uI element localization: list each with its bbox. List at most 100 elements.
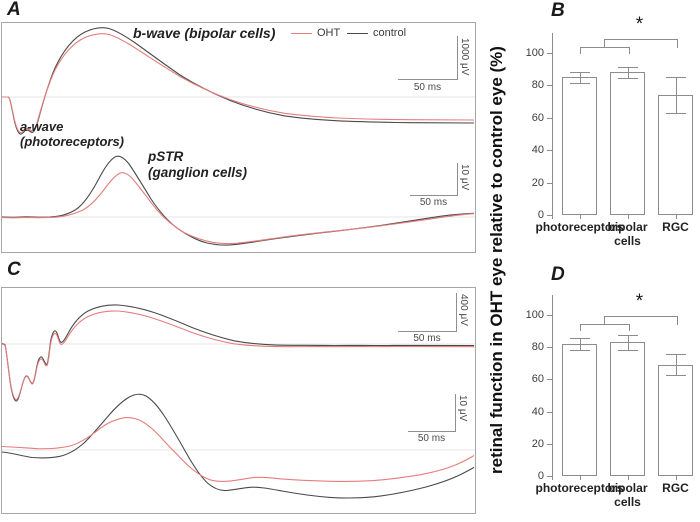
y-axis-tick [547, 182, 552, 184]
bar-RGC [658, 364, 693, 476]
y-axis-tick [547, 476, 552, 477]
error-bar-cap-bottom [569, 82, 590, 84]
error-bar-line [579, 337, 581, 351]
category-label: bipolar cells [607, 220, 648, 248]
y-tick-label: 100 [525, 47, 544, 59]
y-tick-label: 20 [531, 176, 544, 189]
y-tick-label: 0 [537, 470, 544, 482]
y-axis-tick [547, 53, 552, 54]
scalebar-c-top-hlabel: 50 ms [413, 333, 441, 344]
legend-control-label: control [373, 27, 407, 39]
panel-b-letter: B [551, 0, 565, 21]
erg-trace-control [2, 27, 475, 135]
b-wave-label: b-wave (bipolar cells) [133, 25, 276, 41]
x-axis-tick [579, 476, 581, 480]
pstr-label: pSTR (ganglion cells) [148, 149, 247, 180]
category-label: photoreceptors [535, 220, 624, 234]
scalebar-c-bottom-vlabel: 10 μV [457, 395, 468, 422]
y-tick-label: 0 [537, 209, 544, 221]
shared-y-axis-label: retinal function in OHT eye relative to … [487, 46, 506, 474]
panel-a-letter: A [7, 0, 21, 20]
panel-c-letter: C [7, 259, 21, 280]
error-bar-cap-bottom [569, 350, 590, 352]
error-bar-cap-top [569, 71, 590, 73]
y-axis-tick [547, 379, 552, 381]
y-axis-line [552, 295, 553, 480]
error-bar-cap-top [665, 354, 686, 356]
panel-c-waveforms [1, 287, 476, 514]
error-bar-line [579, 71, 581, 83]
scalebar-a-top [398, 36, 458, 80]
scalebar-c-top-vlabel: 400 μV [458, 294, 469, 326]
error-bar-cap-bottom [665, 112, 686, 114]
error-bar-cap-bottom [617, 78, 638, 80]
error-bar-cap-bottom [665, 375, 686, 377]
y-tick-label: 40 [531, 405, 544, 418]
pstr-trace-oht [1, 172, 475, 245]
bar-bipolar-cells [610, 72, 645, 215]
erg-trace-oht [2, 33, 475, 134]
pstr-trace-control [1, 393, 475, 499]
error-bar-line [675, 354, 677, 376]
y-tick-label: 100 [525, 309, 544, 321]
y-tick-label: 40 [531, 144, 544, 157]
y-axis-tick [547, 411, 552, 413]
scalebar-a-top-hlabel: 50 ms [413, 82, 442, 93]
scalebar-a-bottom-vlabel: 10 μV [459, 164, 470, 191]
significance-asterisk: * [635, 14, 644, 35]
a-wave-label: a-wave (photoreceptors) [20, 119, 124, 150]
panel-c-traces-svg [1, 304, 475, 499]
y-tick-label: 20 [531, 437, 544, 450]
error-bar-line [675, 77, 677, 113]
error-bar-cap-top [665, 77, 686, 79]
scalebar-c-top [398, 293, 457, 332]
bar-photoreceptors [562, 77, 597, 215]
y-tick-label: 80 [531, 341, 544, 354]
error-bar-cap-bottom [617, 349, 638, 351]
erg-op-trace-oht [1, 310, 475, 401]
a-wave-label-line2: (photoreceptors) [20, 133, 124, 149]
x-axis-tick [675, 215, 677, 219]
panel-a-traces-svg [1, 27, 475, 246]
pstr-label-line2: (ganglion cells) [148, 164, 248, 180]
y-axis-tick [547, 315, 552, 316]
scalebar-a-bottom-hlabel: 50 ms [419, 197, 448, 208]
panel-a-waveforms [1, 22, 476, 253]
x-axis-tick [627, 476, 629, 480]
error-bar-line [627, 335, 629, 350]
y-tick-label: 60 [531, 111, 544, 124]
category-label: RGC [662, 220, 689, 234]
y-axis-tick [547, 150, 552, 152]
sig-bracket-inner [579, 47, 630, 54]
scalebar-c-bottom-hlabel: 50 ms [417, 433, 446, 444]
legend-oht-line [291, 33, 312, 34]
category-label: bipolar cells [607, 481, 648, 509]
y-axis-tick [547, 85, 552, 87]
error-bar-line [627, 66, 629, 79]
significance-asterisk: * [635, 291, 644, 312]
x-axis-tick [627, 215, 629, 219]
sig-bracket-outer [603, 316, 678, 325]
scalebar-a-top-vlabel: 1000 μV [459, 38, 470, 76]
y-axis-tick [547, 443, 552, 445]
category-label: RGC [662, 481, 689, 495]
y-axis-line [552, 33, 553, 219]
bar-photoreceptors [562, 343, 597, 476]
y-axis-tick [547, 215, 552, 216]
sig-bracket-inner [579, 324, 630, 331]
y-tick-label: 60 [531, 373, 544, 386]
scalebar-c-bottom [408, 394, 456, 432]
scalebar-a-bottom [410, 163, 458, 196]
x-axis-tick [579, 215, 581, 219]
bar-RGC [658, 95, 693, 215]
y-tick-label: 80 [531, 79, 544, 92]
y-axis-tick [547, 117, 552, 119]
a-wave-label-line1: a-wave [20, 119, 64, 134]
bar-bipolar-cells [610, 342, 645, 476]
pstr-trace-oht [1, 417, 475, 482]
x-axis-tick [675, 476, 677, 480]
pstr-label-line1: pSTR [148, 149, 184, 164]
error-bar-cap-top [569, 337, 590, 339]
sig-bracket-outer [603, 39, 678, 48]
